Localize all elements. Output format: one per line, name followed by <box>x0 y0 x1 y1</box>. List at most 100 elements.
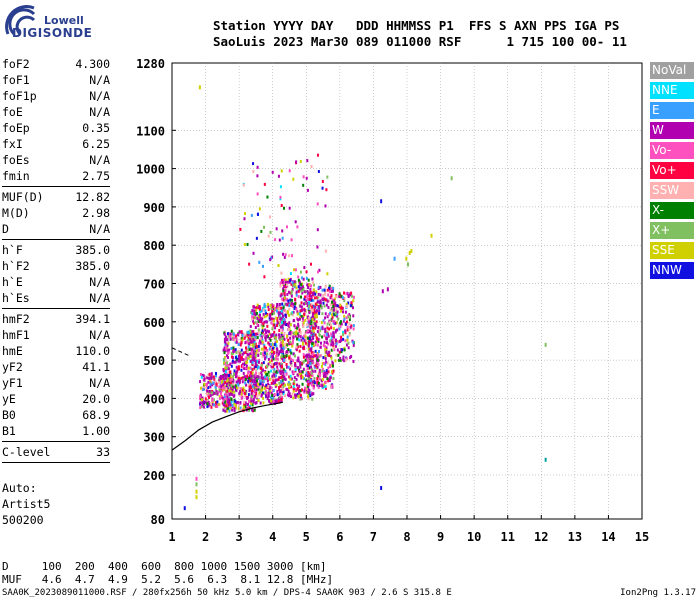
echo-point <box>335 308 338 312</box>
echo-point <box>340 335 343 339</box>
param-label: M(D) <box>2 206 30 220</box>
echo-point <box>208 395 211 399</box>
echo-point <box>313 354 316 358</box>
echo-point <box>204 400 207 404</box>
echo-point <box>262 342 265 346</box>
echo-point <box>248 399 251 403</box>
echo-point <box>256 336 259 340</box>
echo-point <box>254 332 257 336</box>
echo-point <box>280 393 283 397</box>
echo-point <box>264 338 267 342</box>
autoscaling-info: Auto: Artist5 500200 <box>2 480 50 528</box>
echo-point <box>308 342 311 346</box>
echo-point <box>344 358 347 362</box>
echo-point <box>270 351 273 355</box>
echo-point <box>281 342 284 346</box>
echo-point <box>280 344 283 348</box>
echo-point <box>207 373 210 377</box>
echo-point <box>280 340 283 344</box>
echo-point <box>238 356 241 360</box>
param-label: MUF(D) <box>2 190 44 204</box>
echo-point <box>286 280 289 284</box>
echo-point <box>280 375 283 379</box>
echo-point <box>294 387 297 391</box>
echo-point <box>303 308 306 312</box>
param-row: yF2 41.1 <box>2 359 110 375</box>
echo-point <box>289 349 292 353</box>
echo-point <box>330 348 333 352</box>
echo-point <box>239 387 242 391</box>
echo-point <box>308 337 311 341</box>
echo-point <box>250 359 253 363</box>
echo-point <box>278 369 281 373</box>
echo-point <box>259 310 262 314</box>
echo-point <box>211 402 214 406</box>
echo-point <box>322 383 325 387</box>
echo-point <box>296 326 299 330</box>
echo-point <box>282 206 285 210</box>
echo-point <box>312 385 315 389</box>
echo-point <box>288 321 291 325</box>
echo-point <box>227 400 230 404</box>
echo-point <box>314 333 317 337</box>
echo-point <box>282 354 285 358</box>
echo-point <box>283 358 286 362</box>
echo-point <box>307 294 310 298</box>
echo-point <box>313 288 316 292</box>
echo-point <box>352 343 355 347</box>
echo-point <box>322 298 325 302</box>
echo-point <box>307 344 310 348</box>
echo-point <box>234 375 237 379</box>
echo-point <box>230 346 233 350</box>
echo-point <box>314 364 317 368</box>
echo-point <box>346 291 349 295</box>
echo-point <box>242 406 245 410</box>
param-value: N/A <box>89 376 110 390</box>
echo-point <box>228 407 231 411</box>
echo-point <box>300 301 303 305</box>
echo-point <box>229 375 232 379</box>
echo-point <box>299 304 302 308</box>
echo-point <box>348 313 351 317</box>
digisonde-logo: Lowell DIGISONDE <box>4 4 92 44</box>
echo-point <box>276 303 279 307</box>
echo-point <box>287 365 290 369</box>
echo-point <box>325 369 328 373</box>
echo-point <box>247 371 250 375</box>
echo-point <box>284 310 287 314</box>
echo-point <box>253 389 256 393</box>
echo-point <box>307 386 310 390</box>
echo-point <box>230 400 233 404</box>
echo-point <box>298 317 301 321</box>
echo-point <box>301 316 304 320</box>
echo-point <box>270 364 273 368</box>
echo-point <box>225 366 228 370</box>
echo-point <box>280 169 283 173</box>
echo-point <box>312 312 315 316</box>
echo-point <box>307 377 310 381</box>
echo-point <box>224 393 227 397</box>
echo-point <box>260 373 263 377</box>
echo-point <box>280 383 283 387</box>
echo-point <box>328 286 331 290</box>
echo-point <box>297 394 300 398</box>
echo-point <box>280 309 283 313</box>
echo-point <box>229 403 232 407</box>
echo-point <box>263 349 266 353</box>
echo-point <box>287 277 290 281</box>
echo-point <box>243 375 246 379</box>
echo-point <box>324 249 327 253</box>
echo-point <box>223 373 226 377</box>
echo-point <box>210 372 213 376</box>
echo-point <box>263 333 266 337</box>
echo-point <box>312 329 315 333</box>
echo-point <box>343 348 346 352</box>
echo-point <box>228 334 231 338</box>
echo-point <box>282 346 285 350</box>
echo-point <box>316 309 319 313</box>
echo-point <box>201 399 204 403</box>
echo-point <box>313 290 316 294</box>
echo-point <box>331 319 334 323</box>
echo-point <box>308 350 311 354</box>
echo-point <box>253 339 256 343</box>
